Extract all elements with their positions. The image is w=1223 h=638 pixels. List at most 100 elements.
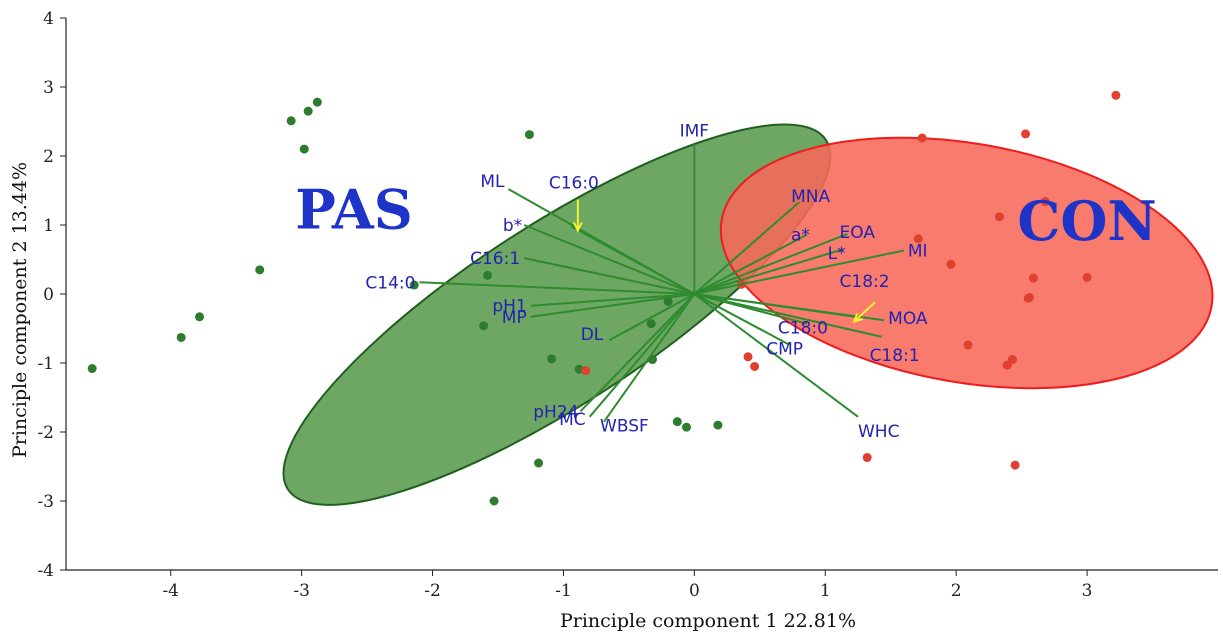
point-con: [743, 352, 753, 362]
vector-l-: [694, 248, 844, 295]
vector-dl: [608, 293, 695, 342]
vector-label-b-: b*: [503, 216, 522, 236]
vector-wbsf: [603, 293, 696, 423]
vector-c18-0: [694, 293, 808, 325]
vector-ph1: [530, 293, 695, 307]
y-tick-label: 2: [43, 147, 54, 167]
ellipse-con: [719, 136, 1214, 390]
vector-label-a-: a*: [791, 226, 810, 246]
point-pas: [303, 106, 313, 116]
point-con: [917, 133, 927, 143]
y-axis-title: Principle component 2 13.44%: [9, 162, 31, 458]
vector-mp: [530, 293, 695, 318]
point-con: [1007, 355, 1017, 365]
vector-mna: [693, 201, 800, 295]
data-points: [87, 90, 1121, 506]
vector-whc: [693, 293, 859, 418]
point-con: [1028, 273, 1038, 283]
vector-label-dl: DL: [581, 325, 604, 345]
y-tick-label: 3: [43, 78, 54, 98]
x-tick-label: 1: [820, 581, 831, 601]
group-labels: PAS CON: [295, 177, 1157, 253]
point-pas: [195, 312, 205, 322]
vector-label-eoa: EOA: [840, 223, 876, 243]
point-con: [862, 453, 872, 463]
point-pas: [663, 297, 673, 307]
x-tick-label: -2: [424, 581, 441, 601]
point-pas: [255, 265, 265, 275]
point-pas: [479, 321, 489, 331]
loading-vectors: [419, 144, 905, 423]
point-pas: [299, 144, 309, 154]
y-tick-label: -4: [37, 561, 54, 581]
vector-ph24: [579, 293, 696, 412]
vector-label-c18-0: C18:0: [778, 319, 828, 339]
point-pas: [483, 270, 493, 280]
vector-mc: [588, 293, 696, 418]
vector-c18-1: [694, 293, 882, 338]
y-tick-label: -3: [37, 492, 54, 512]
axes: -4 -3 -2 -1 0 1 2 3 -4 -3 -2 -1 0 1 2 3 4: [37, 9, 1218, 601]
point-con: [1040, 197, 1050, 207]
point-con: [1082, 272, 1092, 282]
point-pas: [312, 97, 322, 107]
point-con: [750, 361, 760, 371]
point-pas: [547, 354, 557, 364]
vector-label-c16-1: C16:1: [470, 249, 520, 269]
point-con: [994, 212, 1004, 222]
point-pas: [409, 280, 419, 290]
label-arrows: [573, 199, 876, 324]
point-pas: [646, 319, 656, 329]
x-tick-label: -1: [555, 581, 572, 601]
vector-label-ph24: pH24: [533, 402, 578, 422]
point-pas: [524, 130, 534, 140]
point-con: [1010, 460, 1020, 470]
point-pas: [534, 458, 544, 468]
vector-label-c18-1: C18:1: [870, 346, 920, 366]
point-pas: [87, 364, 97, 374]
y-tick-label: -2: [37, 423, 54, 443]
point-pas: [489, 496, 499, 506]
vector-mi: [694, 249, 905, 295]
vector-label-wbsf: WBSF: [600, 417, 649, 437]
point-pas: [682, 422, 692, 432]
point-con: [963, 340, 973, 350]
x-tick-label: 0: [689, 581, 700, 601]
vector-b-: [523, 224, 695, 295]
vector-moa: [694, 293, 885, 322]
point-con: [1111, 90, 1121, 100]
arrow-head: [573, 221, 583, 233]
group-label-con: CON: [1017, 189, 1156, 253]
vector-label-cmp: CMP: [766, 339, 803, 359]
y-tick-label: 0: [43, 285, 54, 305]
y-tick-label: 1: [43, 216, 54, 236]
vector-a-: [693, 233, 808, 295]
vector-label-ml: ML: [480, 172, 505, 192]
vector-cmp: [693, 293, 790, 346]
vector-label-ph1: pH1: [492, 297, 526, 317]
vector-label-moa: MOA: [888, 309, 928, 329]
arrow-line: [853, 301, 876, 323]
vector-label-c16-0: C16:0: [549, 173, 599, 193]
x-tick-label: -4: [162, 581, 179, 601]
x-tick-label: 3: [1082, 581, 1093, 601]
vector-label-mna: MNA: [791, 187, 830, 207]
point-con: [913, 234, 923, 244]
point-con: [581, 366, 591, 376]
vector-c14-0: [419, 281, 695, 295]
point-con: [946, 259, 956, 269]
vector-label-c14-0: C14:0: [365, 273, 415, 293]
vector-label-whc: WHC: [858, 422, 899, 442]
vector-label-mi: MI: [908, 242, 928, 262]
vector-label-imf: IMF: [680, 121, 709, 141]
group-label-pas: PAS: [295, 177, 413, 241]
point-con: [1024, 292, 1034, 302]
vector-c16-1: [523, 257, 695, 295]
vector-c16-0: [570, 225, 695, 295]
vector-label-mp: MP: [502, 308, 527, 328]
y-tick-label: 4: [43, 9, 54, 29]
vector-label-c18-2: C18:2: [840, 272, 890, 292]
point-pas: [672, 417, 682, 427]
